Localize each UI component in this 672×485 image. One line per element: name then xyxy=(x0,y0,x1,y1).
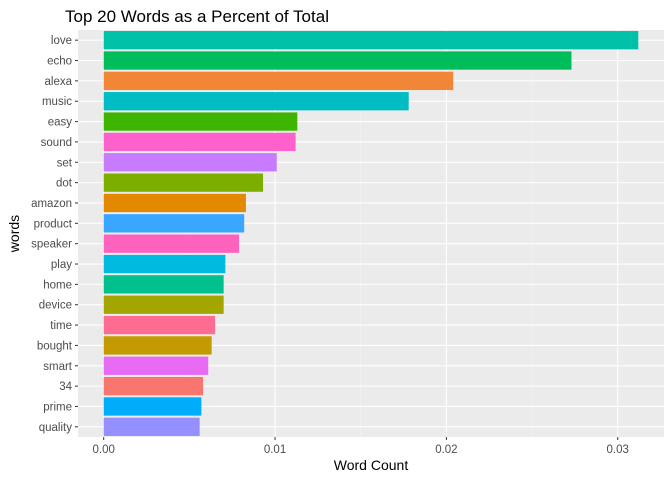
y-tick-label-amazon: amazon xyxy=(31,198,72,210)
y-tick-label-smart: smart xyxy=(43,361,73,373)
x-axis-title: Word Count xyxy=(334,457,409,473)
bar-easy xyxy=(103,112,298,131)
bar-dot xyxy=(103,173,264,192)
bar-music xyxy=(103,92,409,111)
bar-34 xyxy=(103,376,204,396)
y-tick-label-set: set xyxy=(57,157,73,169)
y-tick-label-sound: sound xyxy=(41,137,72,149)
y-tick-label-dot: dot xyxy=(56,178,73,190)
bar-alexa xyxy=(103,71,454,91)
y-axis-title: words xyxy=(6,215,22,253)
y-tick-label-easy: easy xyxy=(48,117,73,129)
y-tick-label-home: home xyxy=(43,279,72,291)
y-axis-ticks: love echo alexa music easy sound set dot amazon p… xyxy=(31,35,78,434)
y-tick-label-music: music xyxy=(42,96,72,108)
x-tick-label-2: 0.02 xyxy=(435,444,457,456)
bar-prime xyxy=(103,397,202,416)
y-tick-label-prime: prime xyxy=(43,401,72,413)
y-tick-label-love: love xyxy=(51,35,72,47)
bar-product xyxy=(103,214,245,233)
bar-home xyxy=(103,275,224,294)
bar-amazon xyxy=(103,193,246,213)
y-tick-label-bought: bought xyxy=(37,340,73,352)
bars xyxy=(103,31,639,436)
y-tick-label-echo: echo xyxy=(47,56,72,68)
y-tick-label-product: product xyxy=(34,218,73,230)
bar-play xyxy=(103,254,226,274)
bar-time xyxy=(103,315,216,335)
y-tick-label-device: device xyxy=(39,300,72,312)
plot-background xyxy=(78,30,664,437)
y-tick-label-quality: quality xyxy=(39,422,72,434)
y-tick-label-speaker: speaker xyxy=(31,239,72,251)
x-tick-label-1: 0.01 xyxy=(264,444,286,456)
bar-echo xyxy=(103,51,572,70)
y-tick-label-time: time xyxy=(50,320,72,332)
bar-bought xyxy=(103,336,212,355)
bar-speaker xyxy=(103,234,240,253)
bar-quality xyxy=(103,417,200,436)
bar-device xyxy=(103,295,224,314)
x-tick-label-0: 0.00 xyxy=(93,444,115,456)
x-tick-label-3: 0.03 xyxy=(607,444,629,456)
bar-set xyxy=(103,153,277,172)
x-axis-ticks: 0.00 0.01 0.02 0.03 xyxy=(93,437,629,456)
y-tick-label-play: play xyxy=(51,259,72,271)
y-tick-label-alexa: alexa xyxy=(45,76,73,88)
y-tick-label-34: 34 xyxy=(59,381,72,393)
bar-smart xyxy=(103,356,209,375)
bar-love xyxy=(103,31,639,50)
chart-title: Top 20 Words as a Percent of Total xyxy=(65,7,329,26)
bar-sound xyxy=(103,132,296,152)
